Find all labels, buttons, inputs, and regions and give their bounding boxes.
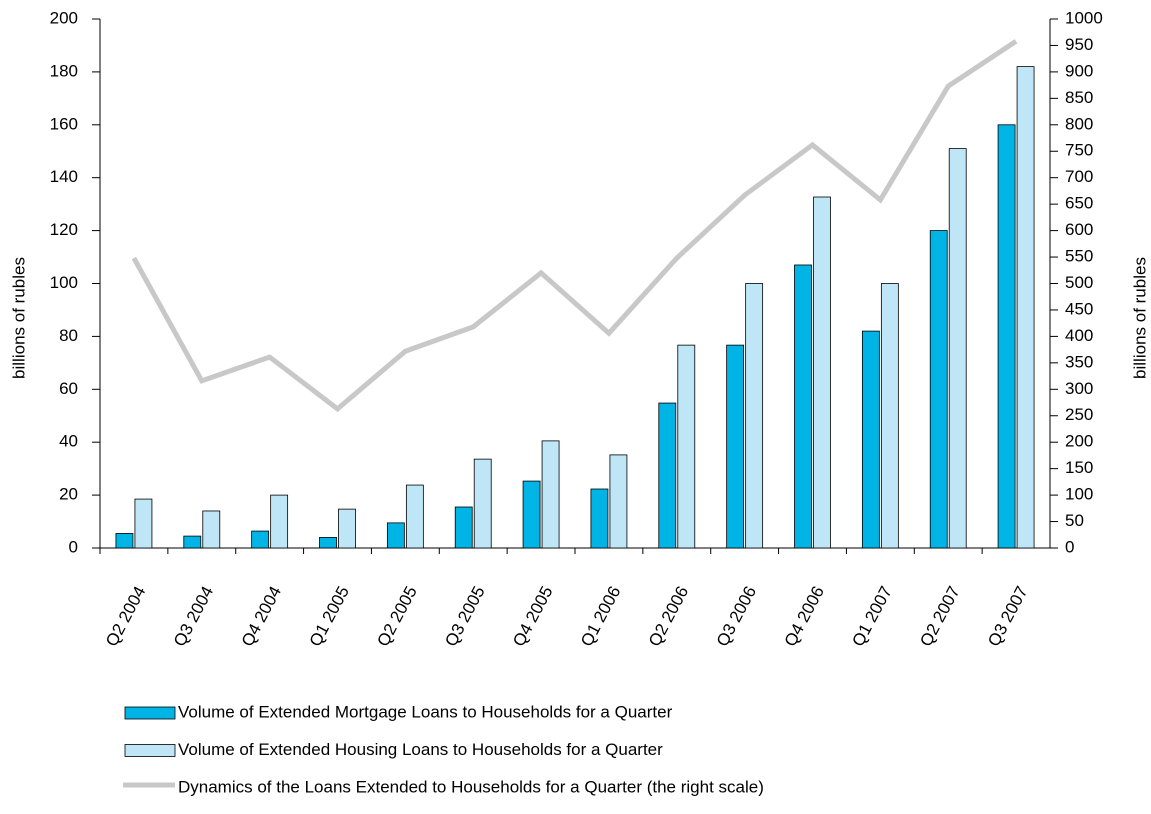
x-tick-label: Q3 2007 [984, 583, 1031, 650]
bar [677, 344, 696, 549]
y2-tick-label: 0 [1065, 537, 1074, 556]
y-tick-label: 180 [50, 61, 78, 80]
bar [202, 510, 221, 549]
x-tick-label: Q1 2005 [306, 583, 353, 650]
bar [1016, 66, 1035, 549]
y-tick-label: 60 [59, 379, 78, 398]
bar [473, 458, 492, 549]
y-tick-label: 200 [50, 8, 78, 27]
x-tick-label: Q2 2004 [102, 583, 149, 650]
y2-tick-label: 700 [1065, 167, 1093, 186]
x-tick-label: Q4 2005 [509, 583, 556, 650]
y2-tick-label: 750 [1065, 141, 1093, 160]
legend-swatch [124, 744, 176, 757]
bar [609, 454, 628, 549]
x-tick-label: Q4 2004 [238, 583, 285, 650]
y2-tick-label: 550 [1065, 247, 1093, 266]
y2-tick-label: 50 [1065, 511, 1084, 530]
y2-tick-label: 350 [1065, 352, 1093, 371]
x-tick-label: Q1 2007 [848, 583, 895, 650]
y-tick-label: 80 [59, 326, 78, 345]
y-tick-label: 100 [50, 273, 78, 292]
x-tick-label: Q3 2004 [170, 583, 217, 650]
bar [454, 506, 473, 549]
bar [115, 533, 134, 549]
bar [405, 484, 424, 549]
bar [134, 498, 153, 549]
y-tick-label: 120 [50, 220, 78, 239]
y-tick-label: 0 [69, 537, 78, 556]
y2-tick-label: 800 [1065, 114, 1093, 133]
bar [590, 488, 609, 549]
y2-tick-label: 400 [1065, 326, 1093, 345]
legend-swatch [124, 706, 176, 720]
bar [541, 440, 560, 549]
bar [658, 402, 677, 549]
bar [794, 264, 812, 549]
legend-label: Volume of Extended Mortgage Loans to Hou… [178, 702, 673, 721]
y2-tick-label: 950 [1065, 35, 1093, 54]
x-tick-label: Q1 2006 [577, 583, 624, 650]
bar [813, 196, 831, 549]
y2-tick-label: 150 [1065, 458, 1093, 477]
x-tick-label: Q2 2005 [373, 583, 420, 650]
bar [948, 148, 967, 549]
bar [997, 124, 1016, 549]
y2-tick-label: 900 [1065, 61, 1093, 80]
y-tick-label: 40 [59, 432, 78, 451]
y2-tick-label: 650 [1065, 194, 1093, 213]
y-tick-label: 140 [50, 167, 78, 186]
y-tick-label: 20 [59, 485, 78, 504]
bar [929, 230, 948, 549]
bar [726, 344, 745, 549]
y-tick-label: 160 [50, 114, 78, 133]
bar [522, 480, 541, 549]
bar [270, 494, 289, 549]
bar [183, 535, 202, 549]
bar [319, 537, 337, 549]
bar [386, 522, 405, 549]
bar [861, 330, 880, 549]
bar [880, 283, 899, 549]
y2-tick-label: 1000 [1065, 8, 1103, 27]
line [131, 39, 1018, 413]
y2-tick-label: 100 [1065, 485, 1093, 504]
y-axis-label: billions of rubles [9, 257, 28, 379]
y2-tick-label: 200 [1065, 432, 1093, 451]
y2-tick-label: 250 [1065, 405, 1093, 424]
y2-tick-label: 850 [1065, 88, 1093, 107]
x-tick-label: Q2 2007 [916, 583, 963, 650]
x-tick-label: Q3 2005 [441, 583, 488, 650]
x-tick-label: Q4 2006 [781, 583, 828, 650]
x-tick-label: Q3 2006 [713, 583, 760, 650]
y2-axis-label: billions of rubles [1130, 257, 1149, 379]
y2-tick-label: 500 [1065, 273, 1093, 292]
legend-label: Dynamics of the Loans Extended to Househ… [178, 777, 764, 796]
y2-tick-label: 450 [1065, 299, 1093, 318]
bar [251, 530, 270, 549]
legend-label: Volume of Extended Housing Loans to Hous… [178, 740, 663, 759]
bar [338, 508, 356, 549]
bar [745, 283, 764, 549]
y2-tick-label: 600 [1065, 220, 1093, 239]
x-tick-label: Q2 2006 [645, 583, 692, 650]
y2-tick-label: 300 [1065, 379, 1093, 398]
